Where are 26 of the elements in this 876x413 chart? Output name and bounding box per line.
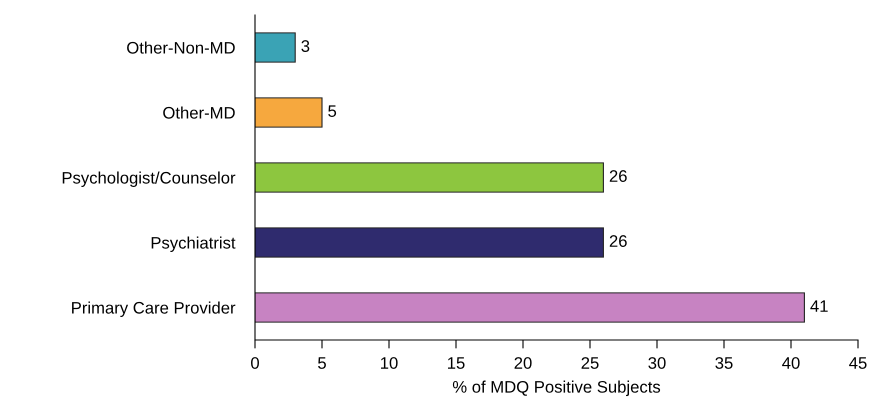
x-tick-label: 40 xyxy=(782,357,800,369)
bar xyxy=(255,32,296,63)
x-axis-title: % of MDQ Positive Subjects xyxy=(452,380,660,396)
data-label: 3 xyxy=(301,40,310,52)
bar xyxy=(255,227,604,258)
y-tick-label: Other-Non-MD xyxy=(127,41,235,54)
bar xyxy=(255,292,805,323)
x-tick-label: 15 xyxy=(448,357,465,369)
y-tick-label: Primary Care Provider xyxy=(72,301,236,317)
y-tick-label: Psychologist/Counselor xyxy=(62,171,236,187)
x-tick-label: 0 xyxy=(251,357,259,369)
x-tick-label: 35 xyxy=(715,357,733,369)
data-label: 26 xyxy=(610,170,627,182)
y-tick-label: Psychiatrist xyxy=(152,236,236,252)
bar xyxy=(255,97,323,128)
x-tick-label: 5 xyxy=(318,357,326,369)
y-tick-label: Other-MD xyxy=(163,106,235,119)
data-label: 41 xyxy=(810,300,828,312)
data-label: 5 xyxy=(328,105,336,117)
x-tick-label: 25 xyxy=(582,357,599,369)
x-tick-label: 10 xyxy=(381,357,398,369)
x-tick-label: 30 xyxy=(648,357,666,369)
x-tick-label: 45 xyxy=(849,357,867,369)
bar xyxy=(255,162,604,193)
data-label: 26 xyxy=(610,235,627,247)
x-tick-label: 20 xyxy=(514,357,532,369)
